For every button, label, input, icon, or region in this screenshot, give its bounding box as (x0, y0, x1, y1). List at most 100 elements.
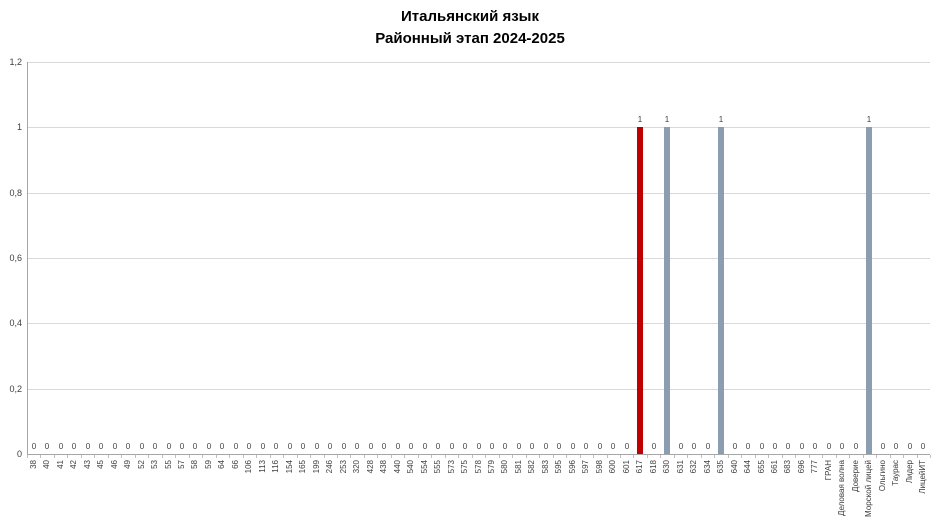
x-tick-mark (876, 455, 877, 458)
bar-highlighted (637, 127, 643, 454)
x-tick-label: 53 (150, 460, 159, 469)
x-tick-mark (377, 455, 378, 458)
bar-value-label: 0 (678, 442, 684, 451)
x-tick-label: 655 (757, 460, 766, 474)
bar-value-label: 0 (260, 442, 266, 451)
x-tick-mark (607, 455, 608, 458)
bar-value-label: 0 (893, 442, 899, 451)
x-tick-label: 154 (285, 460, 294, 474)
bar-value-label: 0 (597, 442, 603, 451)
x-tick-label: ЛицейИТ (918, 460, 927, 494)
bar-value-label: 0 (152, 442, 158, 451)
x-tick-label: 554 (420, 460, 429, 474)
bar-value-label: 0 (44, 442, 50, 451)
bar-value-label: 0 (880, 442, 886, 451)
x-tick-label: 320 (352, 460, 361, 474)
x-tick-mark (445, 455, 446, 458)
x-tick-mark (660, 455, 661, 458)
x-tick-label: 55 (164, 460, 173, 469)
x-tick-label: 57 (177, 460, 186, 469)
bar-value-label: 0 (853, 442, 859, 451)
x-tick-label: Таурас (891, 460, 900, 486)
x-tick-label: 440 (393, 460, 402, 474)
x-tick-mark (593, 455, 594, 458)
y-tick-label: 0,8 (9, 188, 22, 198)
bar-value-label: 0 (341, 442, 347, 451)
x-tick-mark (283, 455, 284, 458)
x-tick-mark (580, 455, 581, 458)
x-tick-mark (526, 455, 527, 458)
x-tick-label: 41 (56, 460, 65, 469)
x-tick-mark (687, 455, 688, 458)
x-tick-mark (148, 455, 149, 458)
x-tick-mark (553, 455, 554, 458)
x-tick-label: 40 (42, 460, 51, 469)
bar-value-label: 0 (745, 442, 751, 451)
bar-value-label: 0 (381, 442, 387, 451)
bar-value-label: 0 (570, 442, 576, 451)
bar-value-label: 0 (139, 442, 145, 451)
y-axis-line (27, 62, 28, 454)
x-tick-label: 52 (137, 460, 146, 469)
x-tick-mark (836, 455, 837, 458)
bar-value-label: 0 (125, 442, 131, 451)
bar-value-label: 0 (273, 442, 279, 451)
bar-value-label: 0 (112, 442, 118, 451)
y-tick-label: 0,4 (9, 318, 22, 328)
x-tick-label: 116 (271, 460, 280, 473)
bar-value-label: 0 (502, 442, 508, 451)
x-tick-mark (202, 455, 203, 458)
x-tick-label: 578 (474, 460, 483, 474)
x-tick-label: Морской лицей (864, 460, 873, 517)
bar (718, 127, 724, 454)
bar-value-label: 0 (233, 442, 239, 451)
x-tick-mark (162, 455, 163, 458)
x-tick-label: 46 (110, 460, 119, 469)
x-tick-label: 632 (689, 460, 698, 474)
x-tick-mark (539, 455, 540, 458)
x-tick-label: 66 (231, 460, 240, 469)
gridline (27, 389, 930, 390)
x-tick-label: Ольгино (878, 460, 887, 492)
x-tick-label: Лидер (905, 460, 914, 484)
x-tick-mark (350, 455, 351, 458)
bar-value-label: 0 (85, 442, 91, 451)
bar-value-label: 0 (300, 442, 306, 451)
x-tick-label: 596 (568, 460, 577, 474)
x-tick-label: 579 (487, 460, 496, 474)
x-tick-mark (27, 455, 28, 458)
x-tick-mark (135, 455, 136, 458)
x-tick-label: 644 (743, 460, 752, 474)
x-tick-mark (270, 455, 271, 458)
x-tick-label: 575 (460, 460, 469, 474)
bar-value-label: 0 (651, 442, 657, 451)
x-tick-mark (418, 455, 419, 458)
x-tick-mark (728, 455, 729, 458)
x-tick-mark (229, 455, 230, 458)
bar-value-label: 0 (556, 442, 562, 451)
x-tick-mark (741, 455, 742, 458)
x-tick-mark (633, 455, 634, 458)
bar-value-label: 0 (287, 442, 293, 451)
x-tick-mark (755, 455, 756, 458)
x-tick-label: 597 (581, 460, 590, 474)
bar-value-label: 0 (812, 442, 818, 451)
bar-value-label: 0 (705, 442, 711, 451)
x-tick-mark (121, 455, 122, 458)
bar-value-label: 0 (907, 442, 913, 451)
bar-value-label: 0 (529, 442, 535, 451)
bar-value-label: 1 (664, 115, 670, 124)
bar-value-label: 0 (327, 442, 333, 451)
x-tick-label: 595 (554, 460, 563, 474)
x-tick-mark (512, 455, 513, 458)
x-tick-label: 38 (29, 460, 38, 469)
x-tick-mark (674, 455, 675, 458)
bar-value-label: 0 (206, 442, 212, 451)
bar-value-label: 0 (71, 442, 77, 451)
x-tick-label: 64 (217, 460, 226, 469)
x-tick-label: 45 (96, 460, 105, 469)
bar-value-label: 0 (192, 442, 198, 451)
x-tick-label: 555 (433, 460, 442, 474)
x-tick-mark (701, 455, 702, 458)
